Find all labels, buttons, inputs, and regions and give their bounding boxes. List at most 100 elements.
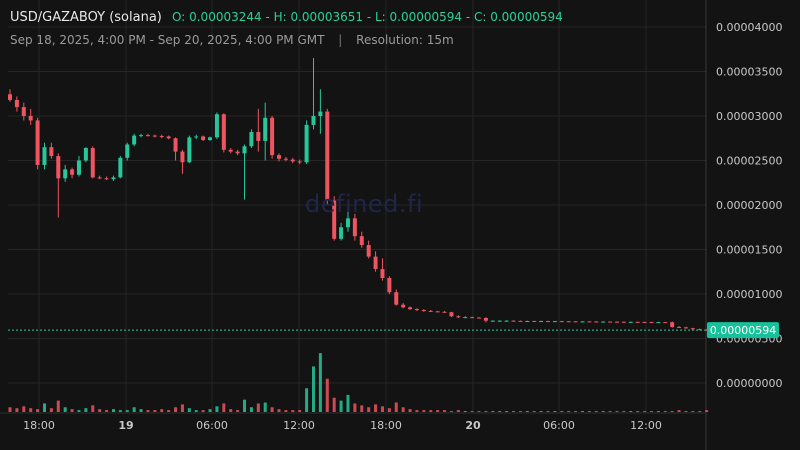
volume-bar	[277, 409, 281, 412]
volume-bar	[98, 409, 102, 412]
x-axis: 18:00 19 06:00 12:00 18:00 20 06:00 12:00	[0, 412, 706, 432]
candle	[690, 327, 695, 330]
volume-bar	[380, 406, 384, 412]
candle-body	[559, 321, 564, 323]
volume-bar	[436, 410, 440, 412]
volume-bar	[105, 410, 109, 412]
y-tick-label: 0.00003000	[716, 110, 782, 123]
volume-bar	[353, 403, 357, 412]
candle	[490, 320, 495, 322]
candle	[277, 153, 282, 162]
candle	[263, 102, 268, 161]
volume-bar	[560, 411, 564, 413]
candle	[566, 320, 571, 323]
candle-body	[587, 321, 592, 323]
volume-bar	[587, 411, 591, 413]
grid-lines	[8, 0, 706, 413]
candle-body	[594, 321, 599, 323]
candle-body	[656, 322, 661, 324]
candle	[339, 222, 344, 241]
candle-body	[683, 327, 688, 329]
candle-body	[477, 317, 482, 319]
volume-bar	[705, 410, 709, 412]
volume-bar	[684, 411, 688, 413]
candle-body	[663, 322, 668, 324]
candle	[559, 320, 564, 323]
candle	[63, 164, 68, 182]
candle	[428, 310, 433, 312]
symbol-title: USD/GAZABOY (solana)	[10, 10, 162, 25]
candle-body	[297, 161, 302, 163]
candle-body	[283, 158, 288, 160]
candle-body	[187, 137, 192, 163]
candle-body	[483, 318, 488, 321]
candle-body	[690, 328, 695, 330]
candle	[580, 321, 585, 323]
candle-body	[414, 309, 419, 311]
volume-bar	[518, 411, 522, 413]
candle-body	[463, 317, 468, 319]
candle	[483, 317, 488, 323]
candle-body	[408, 307, 413, 310]
volume-bar	[656, 411, 660, 413]
candle	[621, 321, 626, 323]
candle	[83, 147, 88, 163]
volume-bars	[8, 353, 709, 413]
candle	[270, 116, 275, 159]
volume-bar	[622, 411, 626, 413]
candle	[249, 129, 254, 149]
candle	[352, 213, 357, 241]
volume-bar	[643, 411, 647, 413]
volume-bar	[29, 408, 33, 412]
candle	[683, 326, 688, 329]
candle	[511, 320, 516, 322]
candle	[242, 144, 247, 200]
candle	[173, 137, 178, 161]
candle-body	[373, 256, 378, 270]
candle-body	[194, 136, 199, 138]
candle-body	[173, 138, 178, 152]
candle	[214, 112, 219, 140]
candle	[221, 113, 226, 153]
candle	[152, 134, 157, 138]
last-price-label: 0.00000594	[710, 324, 776, 337]
volume-bar	[491, 411, 495, 413]
candle-body	[421, 310, 426, 312]
candle	[594, 321, 599, 323]
candle	[359, 231, 364, 248]
candle-body	[566, 321, 571, 323]
candle-body	[76, 160, 81, 175]
candle	[42, 142, 47, 170]
candle-body	[42, 147, 47, 165]
candle	[104, 176, 109, 181]
volume-bar	[525, 411, 529, 413]
volume-bar	[477, 411, 481, 413]
candle	[518, 320, 523, 322]
volume-bar	[243, 399, 247, 412]
candle-body	[56, 156, 61, 179]
volume-bar	[325, 378, 329, 412]
candle	[697, 328, 702, 331]
candle-body	[352, 218, 357, 237]
candle	[601, 321, 606, 323]
candle-body	[318, 111, 323, 116]
volume-bar	[174, 407, 178, 412]
candle-body	[249, 132, 254, 147]
volume-bar	[670, 411, 674, 413]
candle-body	[8, 94, 12, 100]
candle-body	[270, 117, 275, 156]
candle	[14, 96, 19, 112]
candle	[201, 135, 206, 141]
candle-body	[201, 136, 206, 141]
volume-bar	[256, 403, 260, 412]
volume-bar	[22, 406, 26, 412]
candle-body	[63, 169, 68, 179]
candle-body	[697, 329, 702, 331]
candle	[125, 142, 130, 161]
volume-bar	[311, 366, 315, 412]
candle-body	[304, 124, 309, 163]
volume-bar	[429, 410, 433, 412]
candle	[97, 175, 102, 180]
